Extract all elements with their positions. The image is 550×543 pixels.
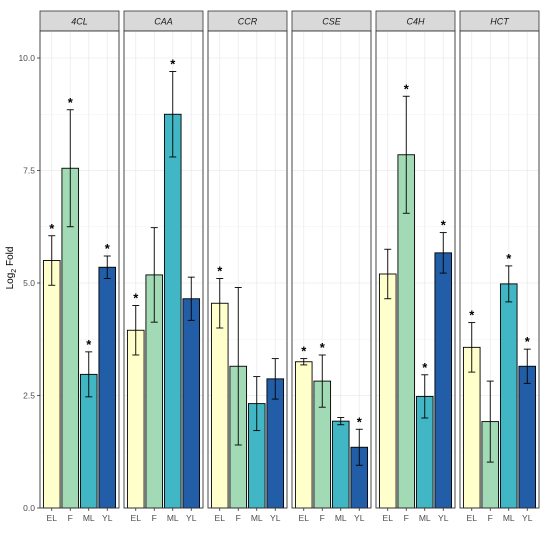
strip-label: C4H (406, 17, 425, 27)
y-axis-title-tail: Fold (5, 247, 16, 269)
bar-yl (182, 298, 201, 509)
x-tick-label: EL (215, 513, 226, 523)
bar-el (126, 329, 145, 509)
bar-yl (98, 266, 117, 509)
panel-border (123, 30, 204, 509)
x-tick-label: F (320, 513, 325, 523)
bar-yl (518, 365, 537, 509)
panel-border (375, 30, 456, 509)
significance-star: * (357, 414, 363, 429)
strip-label: CCR (238, 17, 258, 27)
x-tick-label: EL (467, 513, 478, 523)
x-tick-label: F (68, 513, 73, 523)
significance-star: * (469, 308, 475, 323)
y-tick-label: 7.5 (23, 166, 35, 176)
panel-ccr: CCR * EL F ML YL (207, 10, 288, 523)
strip-label: 4CL (71, 17, 88, 27)
x-tick-label: ML (83, 513, 95, 523)
significance-star: * (320, 340, 326, 355)
significance-star: * (301, 344, 307, 359)
panel-cse: CSE * EL * F ML * YL (291, 10, 372, 523)
significance-star: * (49, 221, 55, 236)
panel-hct: HCT * EL F * ML * YL (459, 10, 540, 523)
x-tick-label: ML (251, 513, 263, 523)
y-tick-label: 0.0 (23, 503, 35, 513)
panel-c4h: C4H EL * F * ML * YL (375, 10, 456, 523)
panel-border (39, 30, 120, 509)
y-tick-label: 5.0 (23, 278, 35, 288)
significance-star: * (170, 57, 176, 72)
bar-ml (331, 420, 350, 509)
x-tick-label: YL (270, 513, 281, 523)
y-tick-label: 10.0 (18, 53, 35, 63)
x-tick-label: F (236, 513, 241, 523)
panel-4cl: 4CL * EL * F * ML * YL (39, 10, 120, 523)
panel-border (291, 30, 372, 509)
bar-el (378, 273, 397, 509)
bar-el (294, 361, 313, 509)
significance-star: * (441, 218, 447, 233)
x-tick-label: ML (503, 513, 515, 523)
y-axis-title-main: Log (5, 273, 16, 290)
bar-el (210, 302, 229, 509)
y-axis-title: Log2 Fold (5, 247, 18, 290)
significance-star: * (404, 81, 410, 96)
significance-star: * (133, 291, 139, 306)
significance-star: * (105, 241, 111, 256)
significance-star: * (68, 95, 74, 110)
significance-star: * (506, 251, 512, 266)
x-tick-label: YL (354, 513, 365, 523)
x-tick-label: EL (131, 513, 142, 523)
x-tick-label: EL (47, 513, 58, 523)
panel-border (207, 30, 288, 509)
strip-label: CSE (322, 17, 342, 27)
x-tick-label: YL (438, 513, 449, 523)
significance-star: * (86, 337, 92, 352)
y-axis-title-subscript: 2 (11, 269, 18, 273)
panel-border (459, 30, 540, 509)
x-tick-label: EL (383, 513, 394, 523)
x-tick-label: ML (419, 513, 431, 523)
x-tick-label: YL (102, 513, 113, 523)
x-tick-label: YL (186, 513, 197, 523)
x-tick-label: F (488, 513, 493, 523)
x-tick-label: ML (167, 513, 179, 523)
y-axis: 0.0 2.5 5.0 7.5 10.0 (18, 53, 40, 513)
bar-ml (163, 113, 182, 509)
panel-caa: CAA * EL F * ML YL (123, 10, 204, 523)
y-tick-label: 2.5 (23, 391, 35, 401)
x-tick-label: YL (522, 513, 533, 523)
strip-label: HCT (490, 17, 510, 27)
significance-star: * (525, 334, 531, 349)
strip-label: CAA (154, 17, 173, 27)
x-tick-label: ML (335, 513, 347, 523)
bar-el (42, 260, 61, 509)
x-tick-label: F (152, 513, 157, 523)
bar-yl (434, 252, 453, 509)
bar-ml (499, 283, 518, 509)
significance-star: * (217, 264, 223, 279)
x-tick-label: F (404, 513, 409, 523)
significance-star: * (422, 360, 428, 375)
x-tick-label: EL (299, 513, 310, 523)
